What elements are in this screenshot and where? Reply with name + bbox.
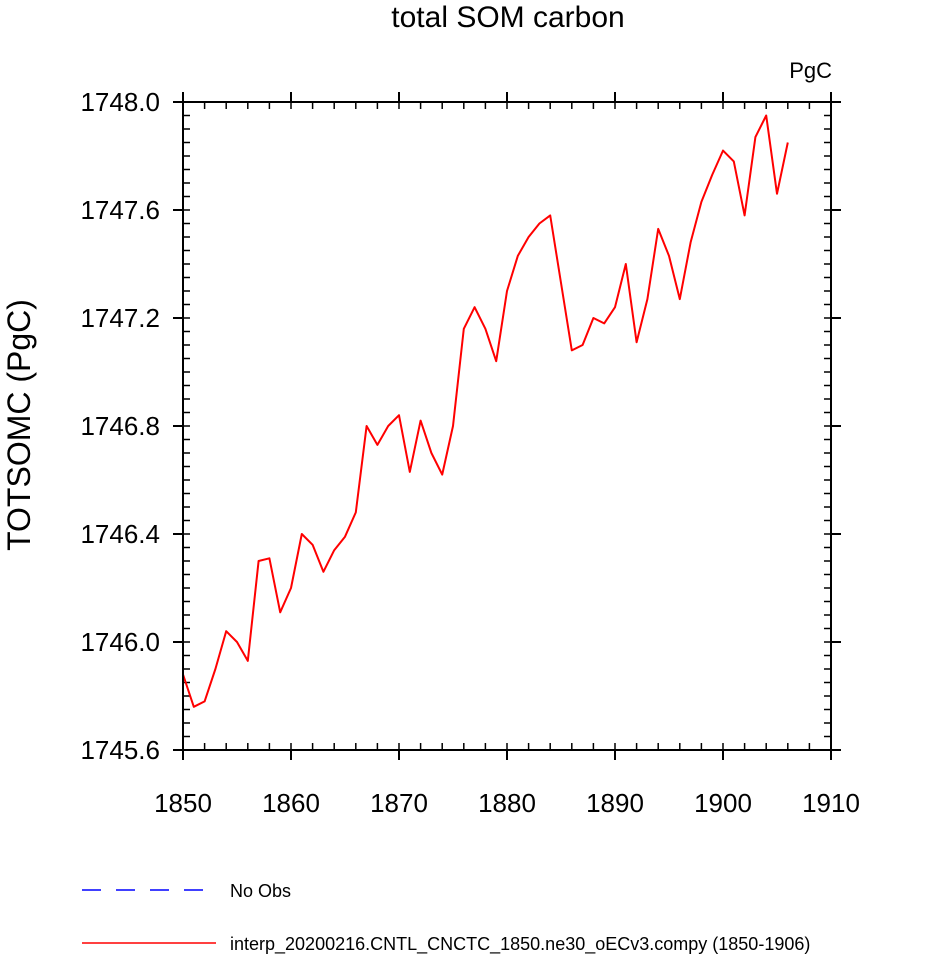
x-axis-ticks [182,92,832,760]
chart-title: total SOM carbon [391,1,624,34]
legend-label: No Obs [230,881,291,901]
x-tick-label: 1900 [694,788,752,818]
series-layer [182,114,789,708]
y-tick-label: 1745.6 [80,735,160,765]
y-axis-tick-labels: 1745.6 1746.0 1746.4 1746.8 1747.2 1747.6 1748… [80,87,160,765]
y-axis-ticks [173,101,841,751]
x-tick-label: 1870 [370,788,428,818]
y-tick-label: 1747.6 [80,195,160,225]
y-tick-label: 1746.4 [80,519,160,549]
x-axis-tick-labels: 1850 1860 1870 1880 1890 1900 1910 [154,788,860,818]
y-tick-label: 1748.0 [80,87,160,117]
x-tick-label: 1880 [478,788,536,818]
y-tick-label: 1746.0 [80,627,160,657]
legend-label: interp_20200216.CNTL_CNCTC_1850.ne30_oEC… [230,934,810,955]
units-label: PgC [789,58,832,83]
y-axis-label: TOTSOMC (PgC) [1,299,37,551]
series-line [182,114,789,708]
y-tick-label: 1746.8 [80,411,160,441]
plot-frame [182,101,832,751]
y-tick-label: 1747.2 [80,303,160,333]
x-tick-label: 1890 [586,788,644,818]
x-tick-label: 1860 [262,788,320,818]
x-tick-label: 1850 [154,788,212,818]
legend: No Obs interp_20200216.CNTL_CNCTC_1850.ne… [82,881,810,955]
x-tick-label: 1910 [802,788,860,818]
